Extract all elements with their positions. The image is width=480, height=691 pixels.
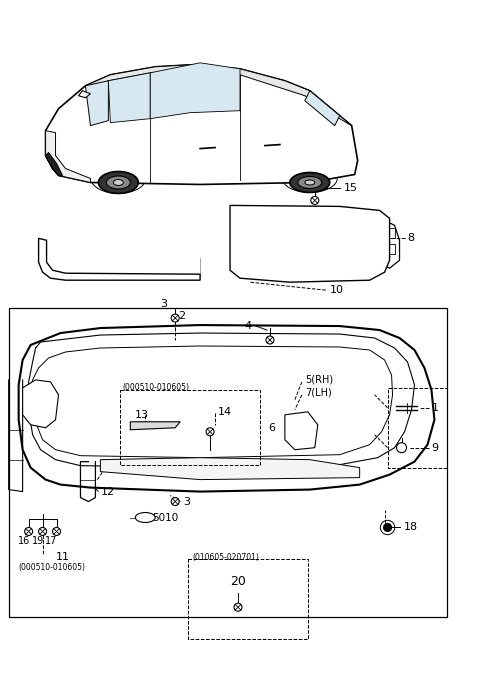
Circle shape (311, 196, 319, 205)
Circle shape (24, 527, 33, 536)
Bar (386, 245, 395, 254)
Ellipse shape (113, 180, 123, 185)
Polygon shape (150, 63, 240, 119)
Text: 14: 14 (218, 407, 232, 417)
Polygon shape (100, 457, 360, 480)
Text: 20: 20 (230, 575, 246, 588)
Text: (000510-010605): (000510-010605) (19, 563, 85, 572)
Ellipse shape (135, 513, 155, 522)
Polygon shape (46, 65, 358, 184)
Circle shape (52, 527, 60, 536)
Circle shape (171, 314, 179, 322)
Text: 1: 1 (432, 403, 438, 413)
Text: 4: 4 (244, 321, 251, 331)
Text: 11: 11 (56, 552, 70, 562)
Text: 15: 15 (344, 183, 358, 193)
Text: 17: 17 (45, 536, 58, 547)
Circle shape (234, 603, 242, 612)
Polygon shape (23, 380, 59, 428)
Text: 5010: 5010 (152, 513, 179, 522)
Text: 5(RH): 5(RH) (305, 375, 333, 385)
Polygon shape (305, 91, 340, 126)
Text: (000510-010605): (000510-010605) (122, 384, 189, 392)
Circle shape (206, 428, 214, 436)
Circle shape (384, 524, 392, 531)
Polygon shape (230, 205, 390, 282)
Text: 18: 18 (404, 522, 418, 533)
Polygon shape (38, 238, 200, 280)
Ellipse shape (305, 180, 315, 185)
Ellipse shape (290, 173, 330, 193)
Polygon shape (130, 422, 180, 430)
Polygon shape (46, 131, 90, 182)
Text: 8: 8 (408, 234, 415, 243)
Polygon shape (78, 91, 90, 97)
Text: 19: 19 (32, 536, 44, 547)
Polygon shape (19, 325, 434, 491)
Text: 13: 13 (135, 410, 149, 420)
Text: 3: 3 (183, 497, 190, 507)
Text: 3: 3 (160, 299, 167, 309)
Ellipse shape (298, 176, 322, 189)
Text: 12: 12 (100, 486, 115, 497)
FancyBboxPatch shape (9, 308, 447, 617)
Polygon shape (46, 153, 62, 176)
Text: 16: 16 (17, 536, 30, 547)
Bar (386, 228, 395, 238)
Text: 9: 9 (432, 443, 439, 453)
Polygon shape (85, 81, 108, 126)
Circle shape (171, 498, 179, 506)
Text: 6: 6 (268, 423, 275, 433)
Circle shape (38, 527, 47, 536)
Text: 7(LH): 7(LH) (305, 388, 332, 398)
Text: (010605-020701): (010605-020701) (192, 553, 259, 562)
Text: 10: 10 (330, 285, 344, 295)
Ellipse shape (107, 176, 130, 189)
Polygon shape (85, 65, 352, 126)
Circle shape (266, 336, 274, 344)
Polygon shape (108, 73, 150, 122)
Circle shape (396, 443, 407, 453)
Polygon shape (285, 412, 318, 450)
Text: 2: 2 (178, 311, 185, 321)
Ellipse shape (98, 171, 138, 193)
